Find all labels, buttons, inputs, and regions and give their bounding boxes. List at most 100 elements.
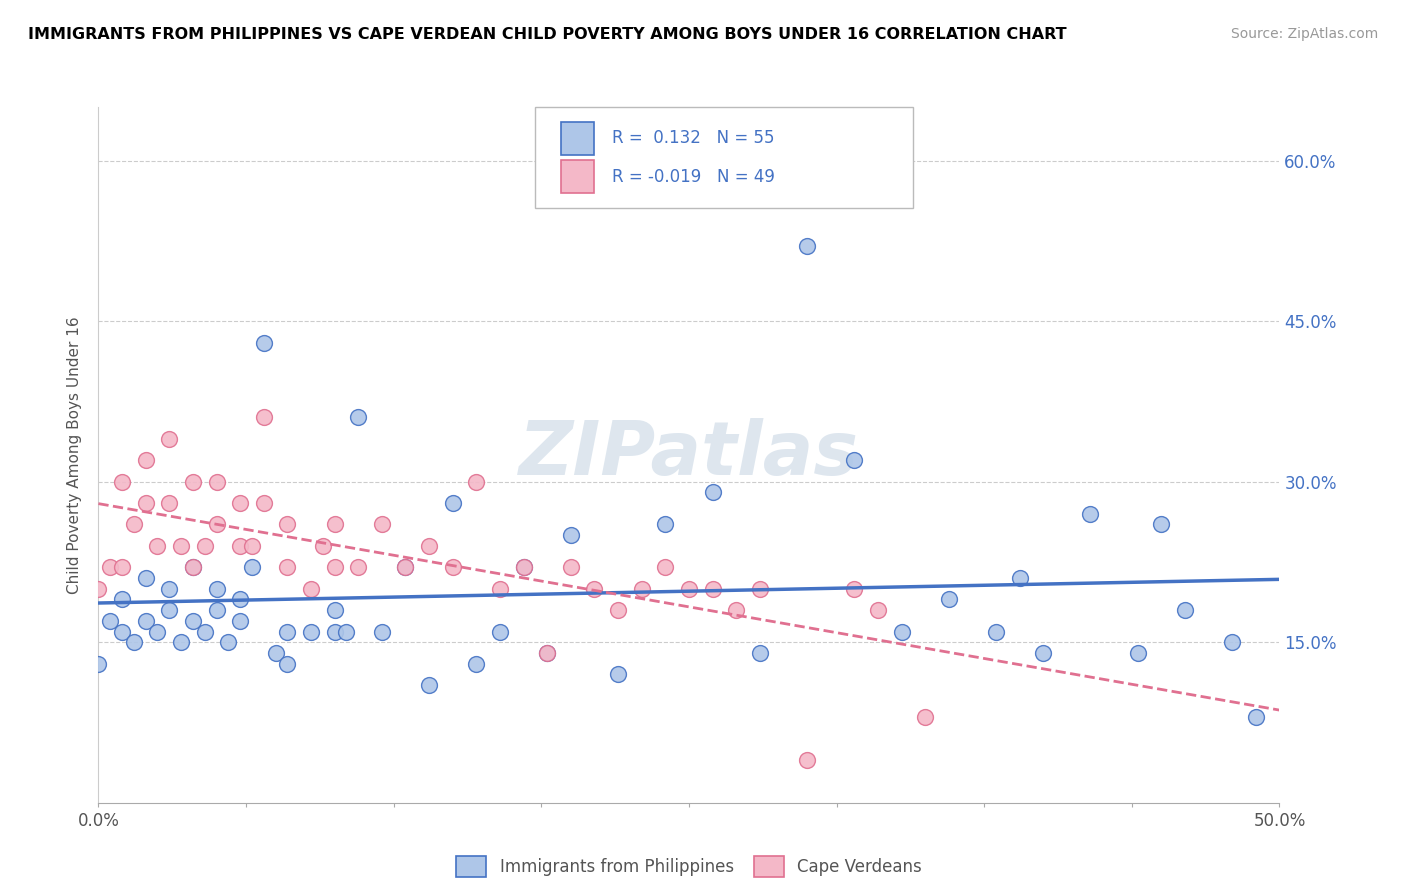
Point [347, 560, 370, 574]
Point [1008, 571, 1031, 585]
FancyBboxPatch shape [536, 107, 914, 208]
FancyBboxPatch shape [561, 160, 595, 194]
Point [111, 624, 134, 639]
Point [205, 582, 228, 596]
Point [170, 539, 193, 553]
Point [122, 517, 145, 532]
Point [654, 517, 676, 532]
Point [205, 603, 228, 617]
Point [984, 624, 1007, 639]
Point [229, 539, 252, 553]
Point [536, 646, 558, 660]
Point [938, 592, 960, 607]
Text: R = -0.019   N = 49: R = -0.019 N = 49 [612, 168, 775, 186]
Point [157, 603, 180, 617]
Point [323, 603, 346, 617]
Point [240, 539, 263, 553]
Point [323, 560, 346, 574]
Point [1150, 517, 1173, 532]
Point [335, 624, 357, 639]
Point [512, 560, 534, 574]
Point [181, 475, 204, 489]
Point [371, 517, 394, 532]
Point [418, 678, 440, 692]
Point [205, 517, 228, 532]
Point [702, 485, 724, 500]
Point [678, 582, 700, 596]
Point [1126, 646, 1149, 660]
Point [87, 582, 110, 596]
Point [1174, 603, 1197, 617]
Point [194, 624, 217, 639]
Point [135, 571, 157, 585]
Point [583, 582, 606, 596]
Text: R =  0.132   N = 55: R = 0.132 N = 55 [612, 129, 775, 147]
Point [323, 517, 346, 532]
Point [135, 496, 157, 510]
Point [111, 475, 134, 489]
Point [1244, 710, 1267, 724]
Text: ZIPatlas: ZIPatlas [519, 418, 859, 491]
Point [122, 635, 145, 649]
Point [240, 560, 263, 574]
Point [229, 614, 252, 628]
Point [441, 560, 464, 574]
Point [347, 410, 370, 425]
Point [276, 517, 298, 532]
Point [312, 539, 335, 553]
Point [157, 582, 180, 596]
Point [146, 539, 169, 553]
Point [276, 560, 298, 574]
Point [170, 635, 193, 649]
Point [157, 432, 180, 446]
Point [489, 624, 512, 639]
Point [299, 582, 322, 596]
Point [465, 657, 488, 671]
Point [229, 496, 252, 510]
Y-axis label: Child Poverty Among Boys Under 16: Child Poverty Among Boys Under 16 [67, 316, 83, 594]
Point [489, 582, 512, 596]
Point [607, 667, 630, 681]
Point [323, 624, 346, 639]
Point [844, 582, 866, 596]
Text: Source: ZipAtlas.com: Source: ZipAtlas.com [1230, 27, 1378, 41]
Point [796, 753, 818, 767]
Point [512, 560, 534, 574]
Point [560, 560, 582, 574]
Legend: Immigrants from Philippines, Cape Verdeans: Immigrants from Philippines, Cape Verdea… [449, 848, 929, 885]
Point [98, 560, 121, 574]
Point [146, 624, 169, 639]
Point [299, 624, 322, 639]
Point [1220, 635, 1243, 649]
Point [394, 560, 416, 574]
Point [181, 560, 204, 574]
Point [418, 539, 440, 553]
Point [253, 496, 276, 510]
Point [1032, 646, 1054, 660]
Point [702, 582, 724, 596]
Point [441, 496, 464, 510]
Point [914, 710, 936, 724]
Point [194, 539, 217, 553]
Point [536, 646, 558, 660]
Point [253, 335, 276, 350]
Point [264, 646, 287, 660]
Text: IMMIGRANTS FROM PHILIPPINES VS CAPE VERDEAN CHILD POVERTY AMONG BOYS UNDER 16 CO: IMMIGRANTS FROM PHILIPPINES VS CAPE VERD… [28, 27, 1067, 42]
Point [98, 614, 121, 628]
Point [253, 410, 276, 425]
Point [725, 603, 748, 617]
Point [217, 635, 239, 649]
Point [748, 646, 770, 660]
Point [630, 582, 652, 596]
Point [205, 475, 228, 489]
Point [607, 603, 630, 617]
Point [111, 592, 134, 607]
Point [748, 582, 770, 596]
Point [276, 657, 298, 671]
Point [796, 239, 818, 253]
Point [111, 560, 134, 574]
Point [890, 624, 912, 639]
Point [157, 496, 180, 510]
Point [135, 453, 157, 467]
Point [465, 475, 488, 489]
